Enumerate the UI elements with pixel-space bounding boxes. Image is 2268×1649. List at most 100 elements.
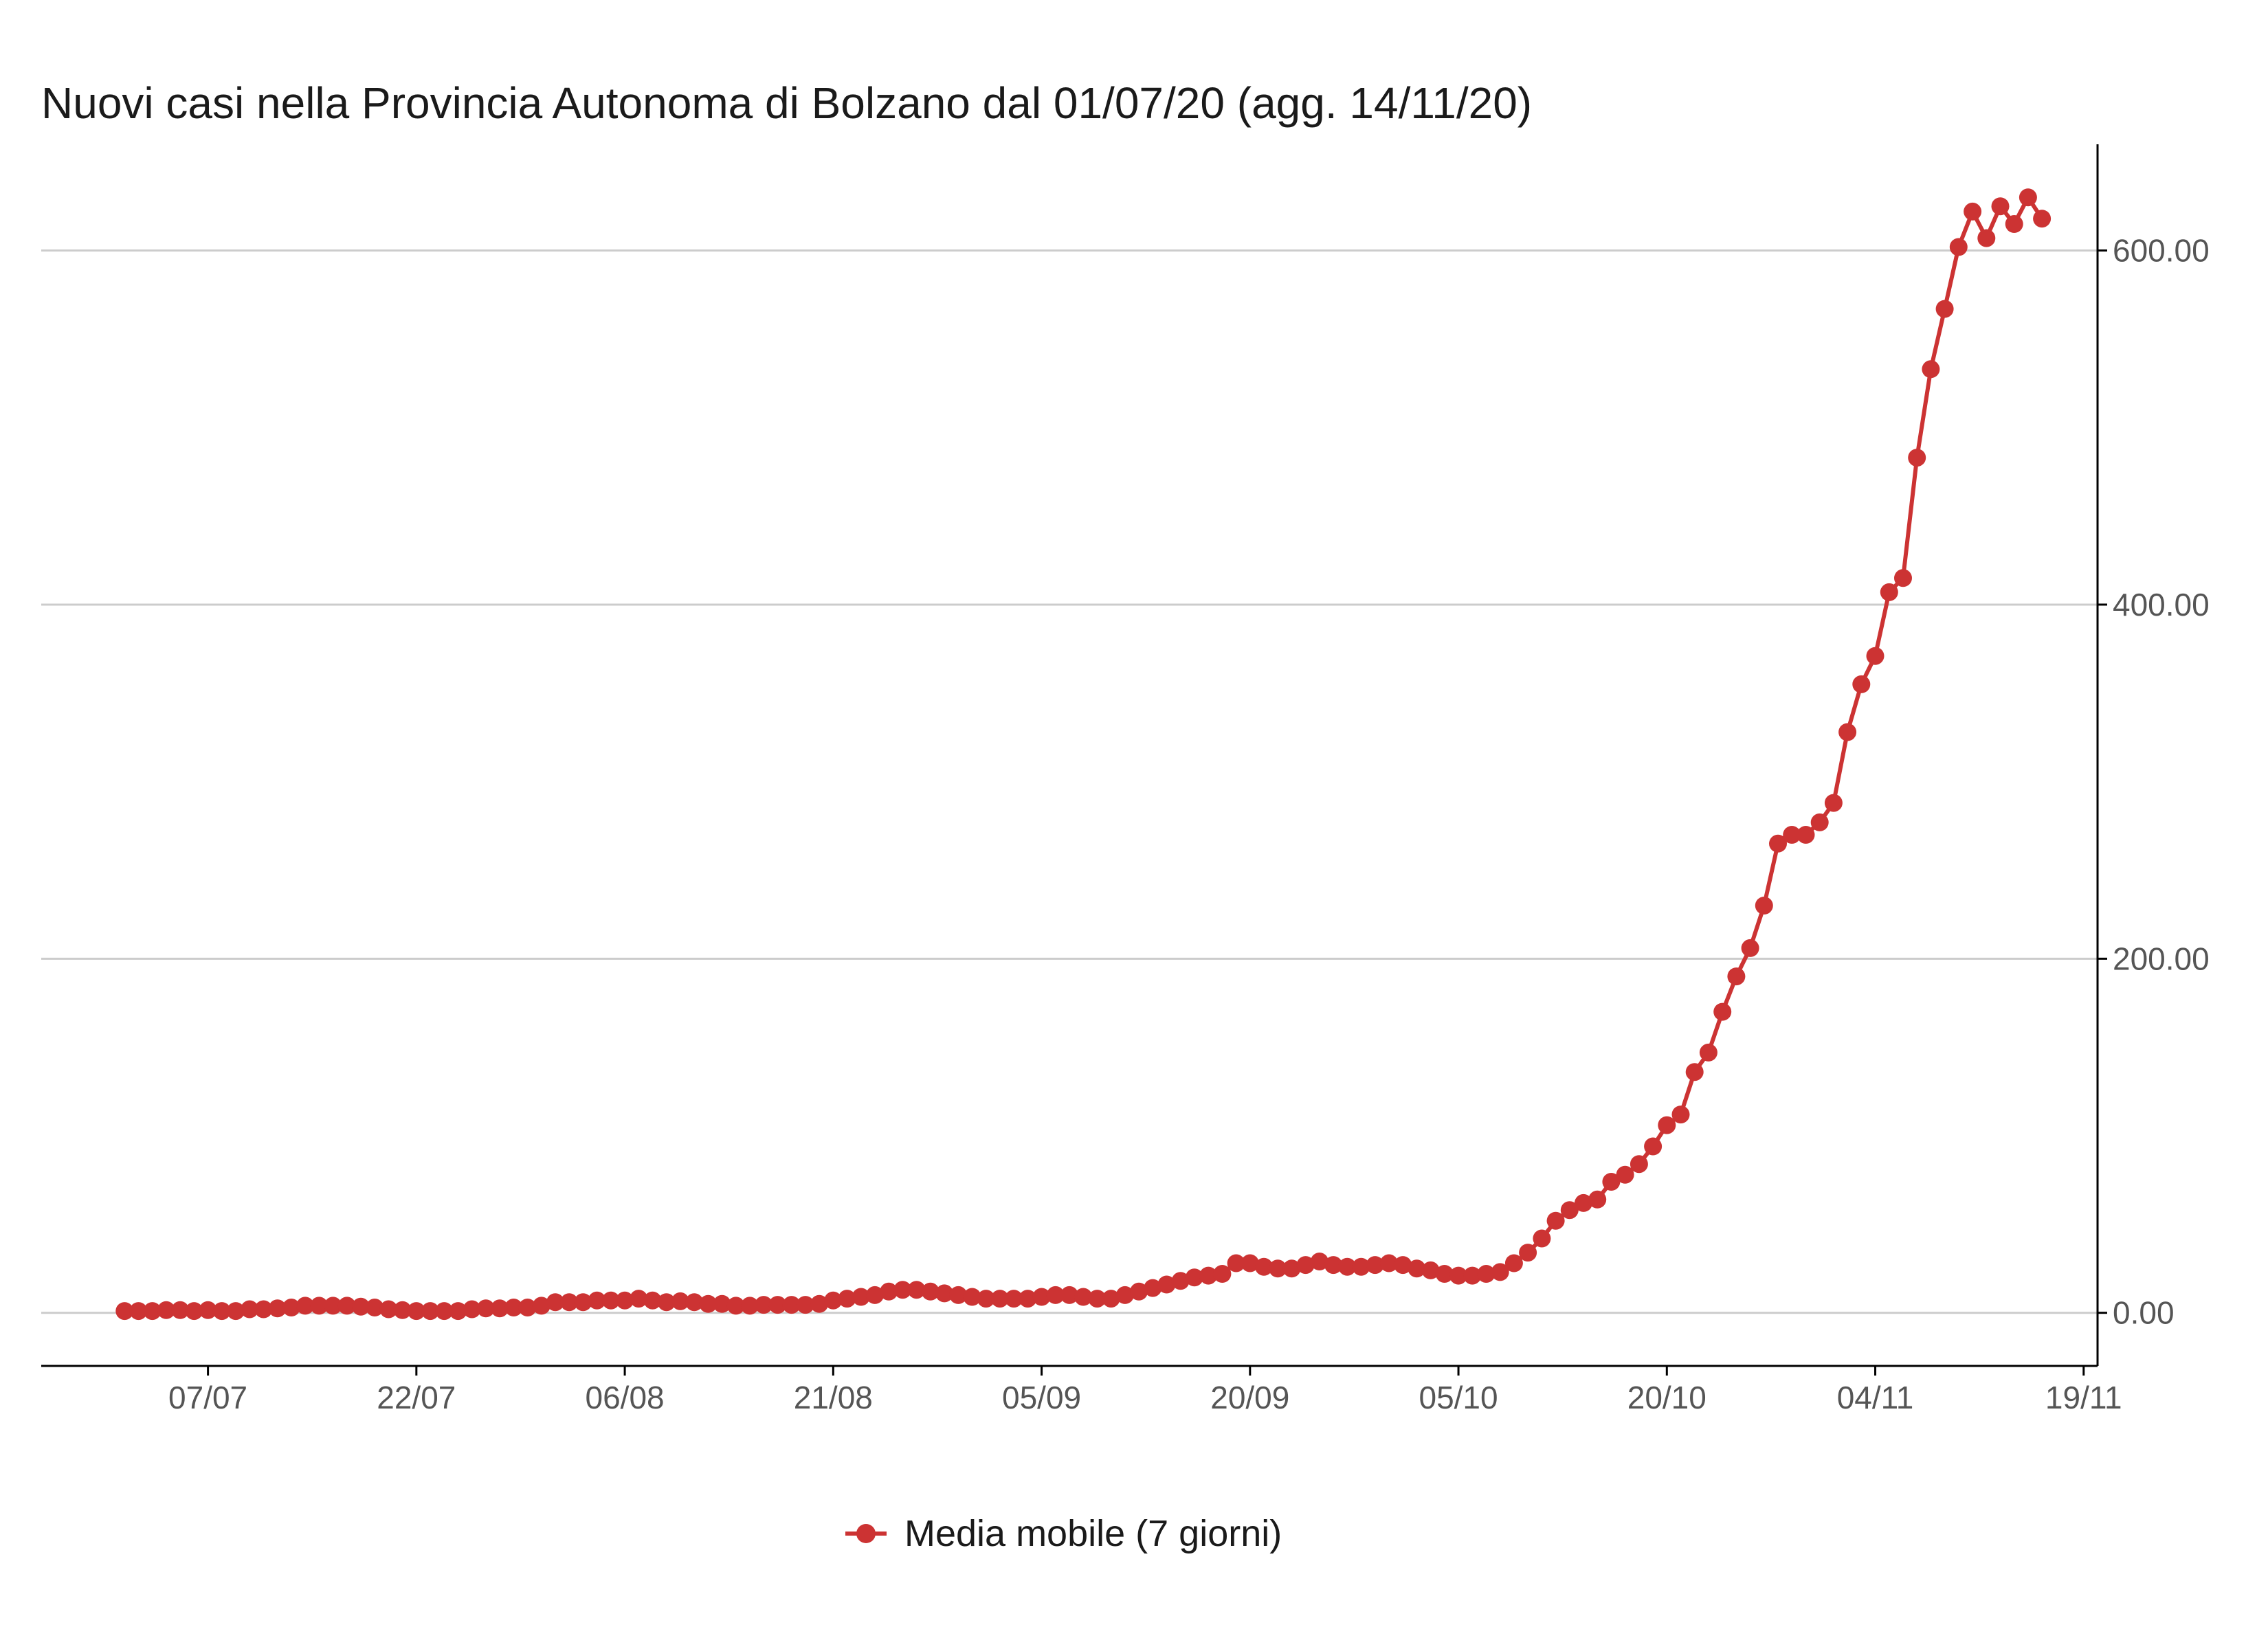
data-point	[1769, 834, 1787, 853]
data-point	[866, 1286, 884, 1304]
x-tick-label: 05/09	[1002, 1380, 1081, 1415]
data-point	[880, 1282, 898, 1301]
data-point	[1935, 300, 1954, 318]
data-point	[1115, 1286, 1134, 1304]
series-layer	[115, 188, 2052, 1321]
data-point	[1741, 939, 1759, 957]
data-point	[296, 1297, 315, 1315]
data-point	[1408, 1259, 1426, 1278]
legend-label: Media mobile (7 giorni)	[904, 1513, 1282, 1554]
data-point	[129, 1302, 148, 1321]
data-point	[157, 1301, 175, 1319]
data-point	[1491, 1263, 1509, 1281]
data-point	[1810, 813, 1829, 831]
data-point	[1644, 1137, 1663, 1156]
legend-dot-icon	[856, 1524, 876, 1543]
data-point	[1241, 1254, 1259, 1272]
data-point	[2005, 215, 2023, 233]
data-point	[393, 1301, 412, 1319]
data-point	[1880, 583, 1898, 601]
data-point	[990, 1290, 1009, 1308]
data-point	[1171, 1272, 1190, 1290]
data-point	[185, 1302, 203, 1321]
data-point	[1324, 1256, 1343, 1275]
data-point	[685, 1293, 704, 1312]
data-point	[1046, 1286, 1065, 1304]
data-point	[212, 1302, 231, 1321]
data-point	[616, 1291, 634, 1310]
data-point	[1783, 826, 1801, 844]
data-point	[1421, 1261, 1440, 1279]
y-tick-label: 200.00	[2113, 941, 2210, 976]
data-point	[518, 1299, 537, 1316]
data-point	[1032, 1288, 1051, 1306]
y-tick-label: 600.00	[2113, 233, 2210, 269]
x-tick-label: 20/09	[1210, 1380, 1289, 1415]
data-point	[1588, 1190, 1607, 1209]
data-point	[1435, 1265, 1454, 1283]
data-point	[1977, 229, 1996, 247]
data-point	[1060, 1286, 1078, 1304]
data-point	[782, 1296, 801, 1314]
data-point	[268, 1299, 287, 1318]
data-point	[171, 1301, 190, 1319]
data-point	[1602, 1173, 1621, 1191]
data-point	[143, 1302, 162, 1321]
data-point	[1894, 569, 1912, 587]
data-point	[379, 1300, 398, 1319]
grid	[41, 249, 2098, 1314]
x-tick-label: 04/11	[1837, 1380, 1914, 1415]
data-point	[1102, 1290, 1120, 1308]
data-point	[421, 1302, 440, 1321]
data-point	[1699, 1043, 1717, 1062]
data-point	[1713, 1002, 1732, 1021]
data-point	[491, 1299, 509, 1318]
y-tick-label: 400.00	[2113, 587, 2210, 622]
x-tick-label: 21/08	[794, 1380, 873, 1415]
data-point	[254, 1300, 273, 1319]
x-tick-label: 05/10	[1419, 1380, 1498, 1415]
data-point	[1560, 1201, 1579, 1220]
data-point	[713, 1294, 731, 1313]
y-tick-label: 0.00	[2113, 1295, 2175, 1331]
data-point	[1185, 1268, 1203, 1287]
data-point	[407, 1302, 425, 1321]
data-point	[1366, 1256, 1384, 1275]
data-point	[1658, 1116, 1676, 1134]
x-tick-label: 22/07	[377, 1380, 456, 1415]
x-tick-label: 06/08	[586, 1380, 665, 1415]
data-point	[643, 1291, 662, 1310]
data-point	[1519, 1244, 1537, 1262]
data-point	[588, 1291, 606, 1310]
data-point	[1338, 1257, 1357, 1276]
data-point	[1282, 1259, 1301, 1278]
axes	[41, 144, 2099, 1367]
data-point	[824, 1291, 843, 1310]
data-point	[1227, 1254, 1245, 1272]
data-point	[852, 1288, 870, 1306]
data-point	[366, 1299, 384, 1316]
data-point	[1949, 238, 1968, 256]
data-point	[227, 1302, 245, 1321]
data-point	[921, 1282, 940, 1301]
data-point	[657, 1293, 676, 1312]
data-point	[768, 1296, 787, 1314]
data-point	[935, 1284, 954, 1303]
data-point	[1144, 1279, 1162, 1297]
data-point	[1310, 1253, 1328, 1270]
data-point	[560, 1293, 579, 1312]
data-point	[1866, 647, 1885, 665]
data-point	[1380, 1254, 1398, 1272]
data-point	[601, 1291, 620, 1310]
data-point	[949, 1286, 968, 1304]
data-point	[2019, 188, 2037, 207]
legend: Media mobile (7 giorni)	[845, 1513, 1282, 1554]
y-axis-ticks: 0.00 200.00 400.00 600.00	[2098, 233, 2210, 1331]
data-point	[1533, 1229, 1551, 1248]
data-point	[352, 1297, 370, 1316]
data-point	[1685, 1063, 1704, 1081]
data-point	[1352, 1257, 1370, 1276]
data-point	[1199, 1266, 1218, 1285]
data-point	[1922, 360, 1940, 379]
